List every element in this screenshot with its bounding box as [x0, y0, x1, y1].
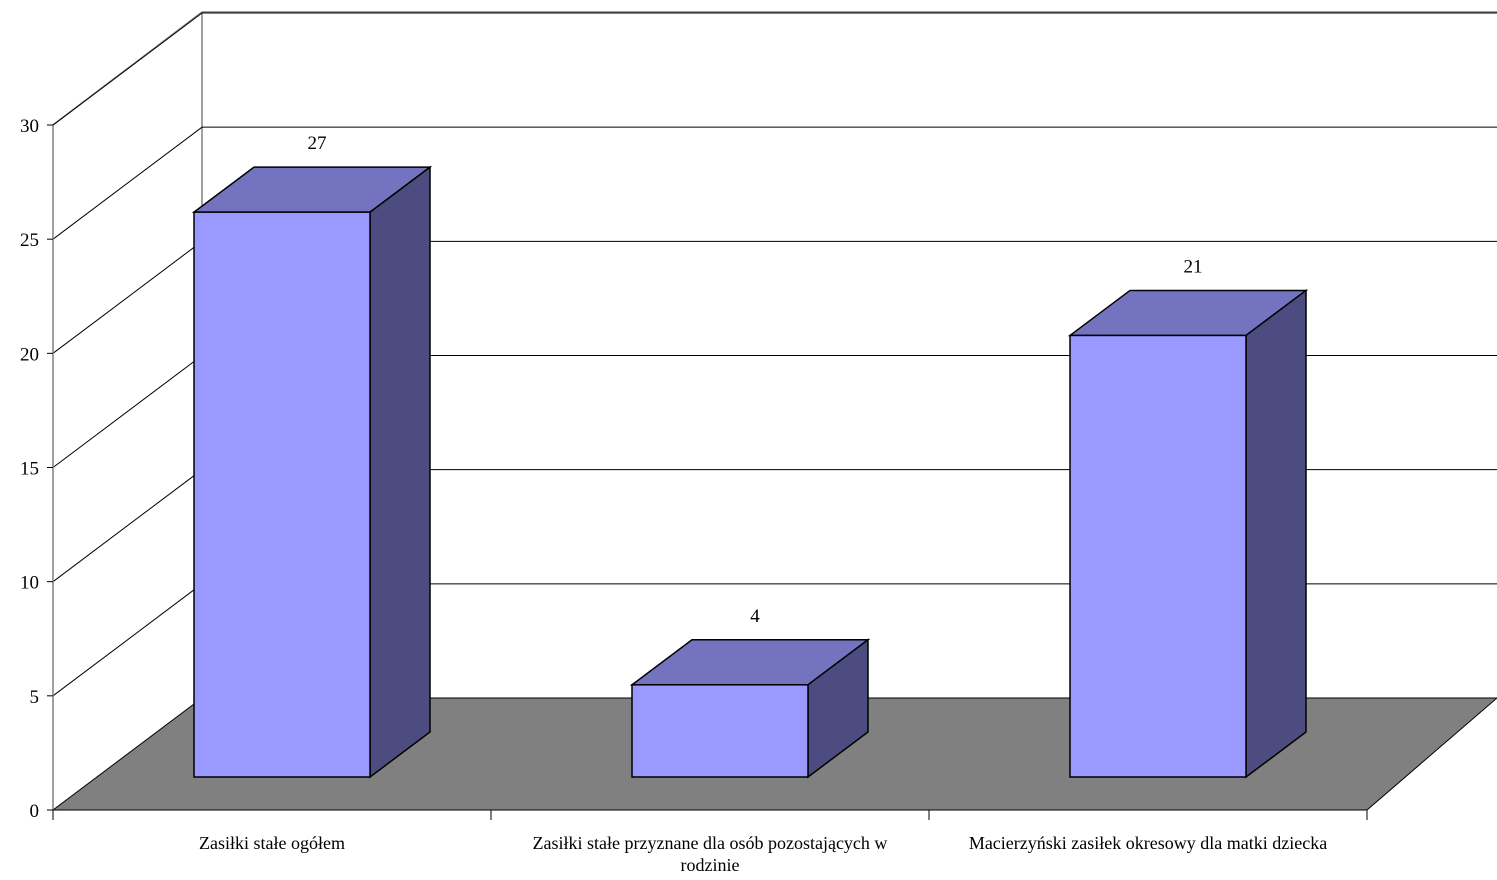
y-tick-label: 0: [30, 801, 40, 822]
bar: [631, 684, 809, 778]
data-label: 4: [750, 606, 760, 627]
gridline-side: [52, 126, 203, 240]
gridline-side: [52, 469, 203, 583]
bar: [1069, 334, 1247, 778]
y-tick-label: 10: [20, 573, 39, 594]
data-label: 27: [308, 133, 327, 154]
x-category-label: Macierzyński zasiłek okresowy dla matki …: [969, 833, 1327, 853]
y-tick-label: 30: [20, 116, 39, 137]
y-tick-label: 5: [30, 687, 40, 708]
data-label: 21: [1184, 256, 1203, 277]
y-tick-label: 20: [20, 344, 39, 365]
gridline-side: [52, 355, 203, 468]
bar-side: [369, 165, 431, 779]
x-category-label: rodzinie: [681, 855, 740, 875]
y-tick-label: 15: [20, 459, 39, 480]
y-tick-label: 25: [20, 230, 39, 251]
gridline-side: [52, 240, 203, 354]
gridline-side: [52, 12, 203, 126]
bar: [193, 211, 371, 778]
gridline-side: [52, 583, 203, 697]
x-category-label: Zasiłki stałe ogółem: [199, 833, 345, 853]
x-category-label: Zasiłki stałe przyznane dla osób pozosta…: [533, 833, 888, 853]
bar-side: [1245, 288, 1307, 779]
